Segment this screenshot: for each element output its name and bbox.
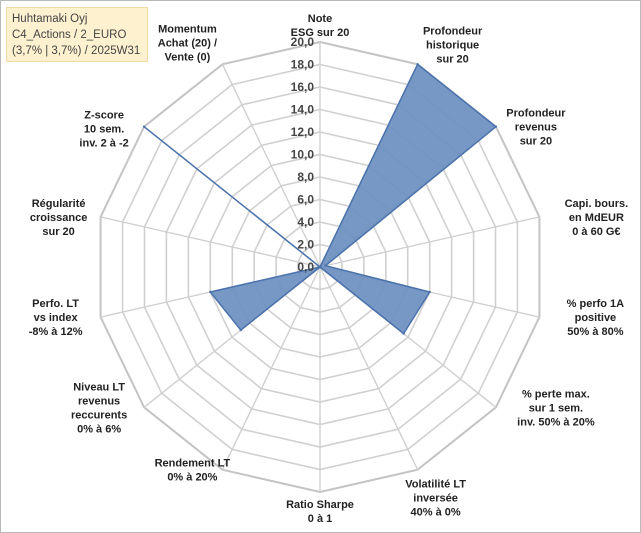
axis-label-line: Rendement LT <box>155 458 231 470</box>
axis-label-line: Vente (0) <box>164 51 210 63</box>
radar-series <box>142 63 498 335</box>
axis-label-line: inversée <box>413 493 458 505</box>
axis-label-line: % perfo 1A <box>567 298 625 310</box>
grid-spoke <box>221 266 321 471</box>
axis-label: Momentum Achat (20) / Vente (0) <box>158 23 217 63</box>
axis-label-line: positive <box>575 312 617 324</box>
axis-label-line: reccurents <box>71 409 127 421</box>
axis-label: % perfo 1A positive 50% à 80% <box>567 298 625 338</box>
axis-label: Z-score 10 sem. inv. 2 à -2 <box>79 110 128 150</box>
axis-label-line: -8% à 12% <box>29 326 83 338</box>
axis-label-line: ESG sur 20 <box>291 27 350 39</box>
axis-label-line: inv. 2 à -2 <box>79 138 128 150</box>
axis-labels: Note ESG sur 20 Profondeur historique sur 20… <box>29 13 628 525</box>
axis-label-line: sur 1 sem. <box>529 402 583 414</box>
axis-label: Volatilité LT inversée 40% à 0% <box>405 479 466 519</box>
tick-label: 18,0 <box>291 58 315 72</box>
axis-label-line: Perfo. LT <box>32 298 79 310</box>
tick-label: 20,0 <box>291 35 315 49</box>
axis-label-line: Ratio Sharpe <box>286 499 354 511</box>
axis-label-line: revenus <box>78 395 120 407</box>
axis-label: Profondeur revenus sur 20 <box>506 108 566 148</box>
axis-label-line: Z-score <box>84 110 124 122</box>
tick-label: 8,0 <box>297 170 314 184</box>
portfolio-label: C4_Actions / 2_EURO <box>12 29 127 41</box>
radial-tick-labels: 0,0 2,0 4,0 6,0 8,0 10,0 12,0 14,0 16,0 18,0 20,0 <box>291 35 315 274</box>
axis-label: Régularité croissance sur 20 <box>30 198 87 238</box>
axis-label-line: Capi. bours. <box>565 198 629 210</box>
tick-label: 16,0 <box>291 80 315 94</box>
tick-label: 6,0 <box>297 193 314 207</box>
tick-label: 12,0 <box>291 125 315 139</box>
series-point <box>416 63 419 66</box>
axis-label-line: % perte max. <box>522 388 590 400</box>
series-point <box>494 125 498 128</box>
axis-label-line: 0 à 1 <box>308 513 332 525</box>
axis-label-line: Note <box>308 13 332 25</box>
axis-label-line: historique <box>426 39 479 51</box>
axis-label-line: inv. 50% à 20% <box>517 416 595 428</box>
grid-spoke <box>100 216 321 268</box>
axis-label-line: Profondeur <box>423 25 483 37</box>
tick-label: 4,0 <box>297 215 314 229</box>
axis-label: Rendement LT 0% à 20% <box>155 458 231 484</box>
axis-label-line: Achat (20) / <box>158 37 217 49</box>
grid-spoke <box>319 216 540 268</box>
axis-label-line: sur 20 <box>436 53 468 65</box>
tick-label: 0,0 <box>297 260 314 274</box>
company-name: Huhtamaki Oyj <box>12 13 88 25</box>
axis-label-line: 40% à 0% <box>411 507 461 519</box>
series-area <box>143 63 498 335</box>
weight-week-label: (3,7% | 3,7%) / 2025W31 <box>12 45 141 57</box>
axis-label-line: Profondeur <box>506 108 566 120</box>
axis-label-line: 10 sem. <box>84 124 124 136</box>
tick-label: 14,0 <box>291 103 315 117</box>
axis-label: Note ESG sur 20 <box>291 13 350 39</box>
axis-label-line: Régularité <box>32 198 86 210</box>
axis-label-line: 0% à 20% <box>167 472 217 484</box>
info-box: Huhtamaki Oyj C4_Actions / 2_EURO (3,7% … <box>6 7 148 62</box>
axis-label-line: croissance <box>30 212 87 224</box>
axis-label-line: en MdEUR <box>569 212 624 224</box>
axis-label: Niveau LT revenus reccurents 0% à 6% <box>71 381 127 435</box>
tick-label: 2,0 <box>297 238 314 252</box>
axis-label-line: 50% à 80% <box>567 326 623 338</box>
series-point <box>324 264 327 267</box>
axis-label-line: 0 à 60 G€ <box>572 226 620 238</box>
axis-label: Capi. bours. en MdEUR 0 à 60 G€ <box>565 198 629 238</box>
axis-label: % perte max. sur 1 sem. inv. 50% à 20% <box>517 388 595 428</box>
series-point <box>239 328 242 332</box>
series-point <box>142 125 146 128</box>
axis-label: Profondeur historique sur 20 <box>423 25 483 65</box>
axis-label-line: sur 20 <box>520 136 552 148</box>
series-point <box>209 290 212 294</box>
axis-label-line: sur 20 <box>42 226 74 238</box>
series-point <box>428 290 431 294</box>
axis-label-line: Niveau LT <box>73 381 125 393</box>
series-point <box>402 332 405 335</box>
tick-label: 10,0 <box>291 148 315 162</box>
axis-label-line: Momentum <box>158 23 217 35</box>
axis-label-line: vs index <box>34 312 79 324</box>
series-point <box>318 265 322 269</box>
axis-label: Ratio Sharpe 0 à 1 <box>286 499 354 525</box>
grid-spoke <box>319 266 419 471</box>
axis-label-line: revenus <box>515 122 557 134</box>
axis-label-line: Volatilité LT <box>405 479 466 491</box>
axis-label-line: 0% à 6% <box>77 423 121 435</box>
axis-label: Perfo. LT vs index -8% à 12% <box>29 298 83 338</box>
grid-spoke <box>221 63 321 268</box>
